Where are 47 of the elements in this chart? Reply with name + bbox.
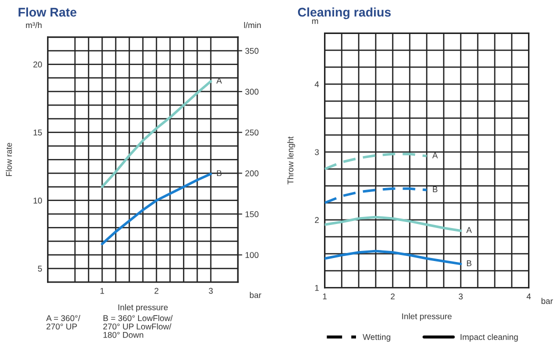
series-label: B (217, 170, 222, 176)
y-tick-label: 4 (314, 81, 319, 88)
text: Impact cleaning (460, 334, 518, 342)
y-tick-label: 20 (33, 62, 42, 68)
y2-tick-label: 200 (245, 170, 258, 176)
text: m³/h (26, 22, 42, 28)
text: bar (250, 292, 262, 298)
y2-tick-label: 150 (246, 211, 258, 218)
y2-axis-title: l/min (244, 22, 261, 28)
text: B = 360° LowFlow/ 270° UP LowFlow/ 180° Down (103, 315, 173, 338)
y-axis-title: Throw lenght (287, 136, 296, 184)
line-series (324, 216, 462, 232)
chart-title: Cleaning radius (298, 7, 391, 20)
x-tick-label: 3 (458, 293, 463, 300)
y2-tick-label: 100 (246, 252, 258, 258)
series-label: A (216, 78, 222, 84)
series-label: B (466, 260, 472, 266)
text: Wetting (362, 334, 390, 342)
y2-tick-label: 300 (245, 88, 258, 95)
y-tick-label: 3 (314, 149, 319, 156)
series-label: A (466, 227, 472, 233)
y-tick-label: 5 (38, 266, 42, 272)
line-series (100, 80, 212, 188)
x-tick-label: 3 (208, 288, 213, 294)
line-series (324, 187, 428, 204)
y2-tick-label: 350 (245, 48, 258, 54)
line-series (100, 172, 212, 246)
line-series (324, 250, 462, 266)
y-tick-label: 2 (314, 217, 319, 223)
y-axis-title: Flow rate (6, 142, 12, 176)
y-tick-label: 10 (34, 198, 42, 204)
x-axis-title: Inlet pressure (402, 313, 452, 321)
x-tick-label: 1 (100, 288, 104, 294)
x-tick-label: 4 (526, 294, 531, 300)
x-tick-label: 2 (390, 293, 395, 300)
x-tick-label: 1 (323, 294, 327, 300)
series-label: B (432, 186, 438, 192)
x-axis-title: Inlet pressure (118, 304, 168, 312)
y2-tick-label: 250 (245, 130, 258, 136)
x-tick-label: 2 (154, 288, 158, 294)
chart-title: Flow Rate (18, 7, 76, 17)
text: A = 360°/ 270° UP (46, 315, 80, 330)
text: bar (542, 298, 553, 304)
text: m (312, 19, 318, 24)
y-tick-label: 15 (34, 130, 42, 136)
series-label: A (432, 152, 438, 158)
line-series (324, 152, 428, 170)
